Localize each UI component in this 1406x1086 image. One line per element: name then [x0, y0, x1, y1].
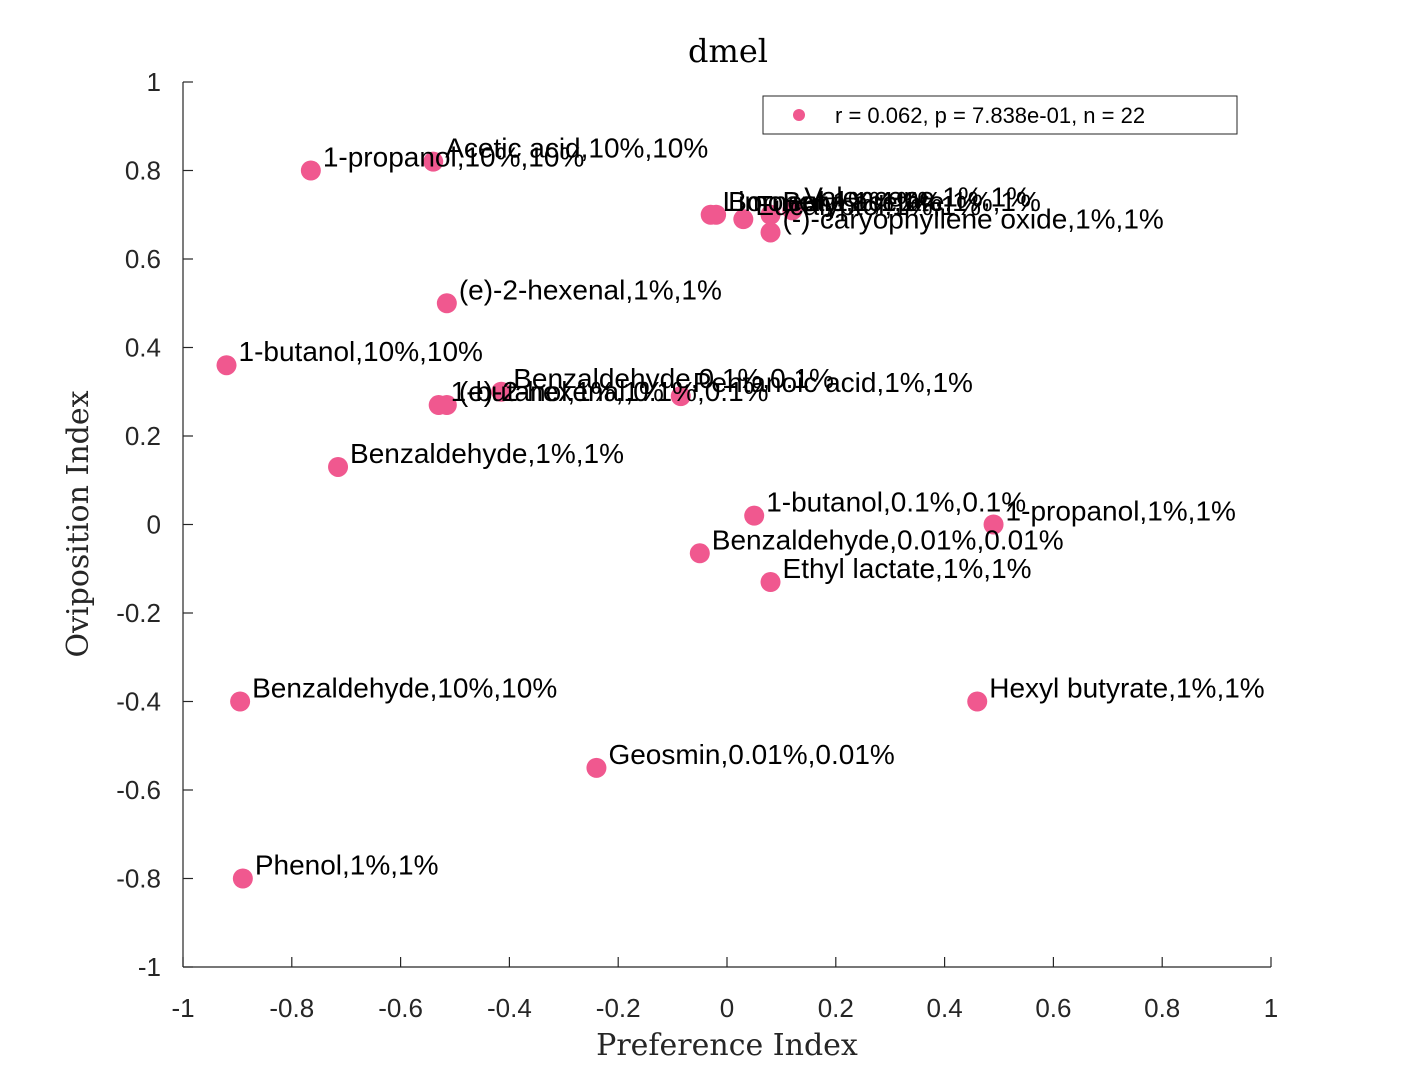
- data-label: Eucalyptol,1%,1%: [755, 190, 981, 221]
- data-label: Limonene,1%,1%: [723, 186, 942, 217]
- data-label: Acetic acid,10%,10%: [445, 133, 708, 164]
- data-label: (-)-caryophyllene oxide,1%,1%: [783, 203, 1164, 234]
- data-point: [670, 386, 691, 407]
- data-point: [733, 209, 754, 230]
- data-point: [706, 204, 727, 225]
- data-label: Borneol,1%,1%: [728, 186, 921, 217]
- data-point: [491, 381, 512, 402]
- x-ticks: -1 -0.8 -0.6 -0.4 -0.2 0 0.2 0.4 0.6 0.8 1: [171, 957, 1278, 1023]
- y-tick-label: -0.2: [116, 598, 161, 628]
- data-label: (e)-2-hexenal,0.1%,0.1%: [459, 376, 769, 407]
- data-point: [782, 200, 803, 221]
- legend-entry: r = 0.062, p = 7.838e-01, n = 22: [835, 103, 1145, 128]
- data-label: 1-propanol,10%,10%: [323, 142, 585, 173]
- data-label: 1-butanol,10%,10%: [239, 336, 483, 367]
- data-label: Pentanoic acid,1%,1%: [693, 367, 973, 398]
- chart-title: dmel: [688, 32, 768, 70]
- x-tick-label: 0: [720, 993, 734, 1023]
- y-tick-label: -0.6: [116, 775, 161, 805]
- data-labels: Acetic acid,10%,10%1-propanol,10%,10% Val…: [239, 133, 1265, 881]
- y-axis-title: Oviposition Index: [61, 390, 96, 657]
- data-point: [436, 293, 457, 314]
- data-point: [232, 868, 253, 889]
- y-tick-label: -0.8: [116, 864, 161, 894]
- data-label: Phenol,1%,1%: [255, 850, 439, 881]
- data-point: [744, 505, 765, 526]
- data-label: Butyl acetate,1%,1%: [783, 186, 1041, 217]
- data-point: [216, 355, 237, 376]
- data-point: [983, 514, 1004, 535]
- legend-box: [762, 95, 1238, 135]
- data-label: Benzaldehyde,0.1%,0.1%: [513, 363, 834, 394]
- legend: r = 0.062, p = 7.838e-01, n = 22: [762, 95, 1238, 135]
- x-tick-label: 1: [1264, 993, 1278, 1023]
- legend-marker: [793, 109, 805, 121]
- data-label: Geosmin,0.01%,0.01%: [608, 739, 894, 770]
- data-point: [423, 151, 444, 172]
- data-label: 1-propanol,1%,1%: [1006, 496, 1236, 527]
- data-label: Benzaldehyde,10%,10%: [252, 673, 557, 704]
- y-tick-label: 0.8: [125, 156, 161, 186]
- x-tick-label: 0.8: [1144, 993, 1180, 1023]
- data-label: 1-butanol,0.1%,0.1%: [766, 487, 1026, 518]
- x-tick-label: 0.2: [818, 993, 854, 1023]
- data-points: [216, 151, 1004, 889]
- data-point: [436, 395, 457, 416]
- data-label: Benzaldehyde,0.01%,0.01%: [712, 524, 1064, 555]
- data-point: [689, 543, 710, 564]
- y-tick-label: -0.4: [116, 687, 161, 717]
- y-tick-label: 0.2: [125, 421, 161, 451]
- data-label: 1-butanol,1%,1%: [451, 376, 664, 407]
- x-tick-label: -0.8: [269, 993, 314, 1023]
- y-ticks: 1 0.8 0.6 0.4 0.2 0 -0.2 -0.4 -0.6 -0.8 -1: [116, 67, 193, 982]
- x-tick-label: -0.6: [378, 993, 423, 1023]
- x-tick-label: -1: [171, 993, 194, 1023]
- data-label: Ethyl lactate,1%,1%: [783, 553, 1032, 584]
- data-label: Hexyl butyrate,1%,1%: [989, 673, 1264, 704]
- data-point: [230, 691, 251, 712]
- data-point: [328, 456, 349, 477]
- x-tick-label: 0.4: [927, 993, 963, 1023]
- data-point: [300, 160, 321, 181]
- x-tick-label: -0.4: [487, 993, 532, 1023]
- data-point: [760, 572, 781, 593]
- y-tick-label: 0: [147, 510, 161, 540]
- data-point: [586, 757, 607, 778]
- data-point: [760, 204, 781, 225]
- data-point: [967, 691, 988, 712]
- data-label: Benzaldehyde,1%,1%: [350, 438, 624, 469]
- data-label: (e)-2-hexenal,1%,1%: [459, 274, 722, 305]
- x-axis-title: Preference Index: [596, 1028, 858, 1063]
- y-tick-label: 0.6: [125, 244, 161, 274]
- y-tick-label: -1: [138, 952, 161, 982]
- data-label: Valencene,1%,1%: [804, 181, 1031, 212]
- x-tick-label: -0.2: [596, 993, 641, 1023]
- data-point: [760, 222, 781, 243]
- y-tick-label: 0.4: [125, 333, 161, 363]
- y-tick-label: 1: [147, 67, 161, 97]
- x-tick-label: 0.6: [1035, 993, 1071, 1023]
